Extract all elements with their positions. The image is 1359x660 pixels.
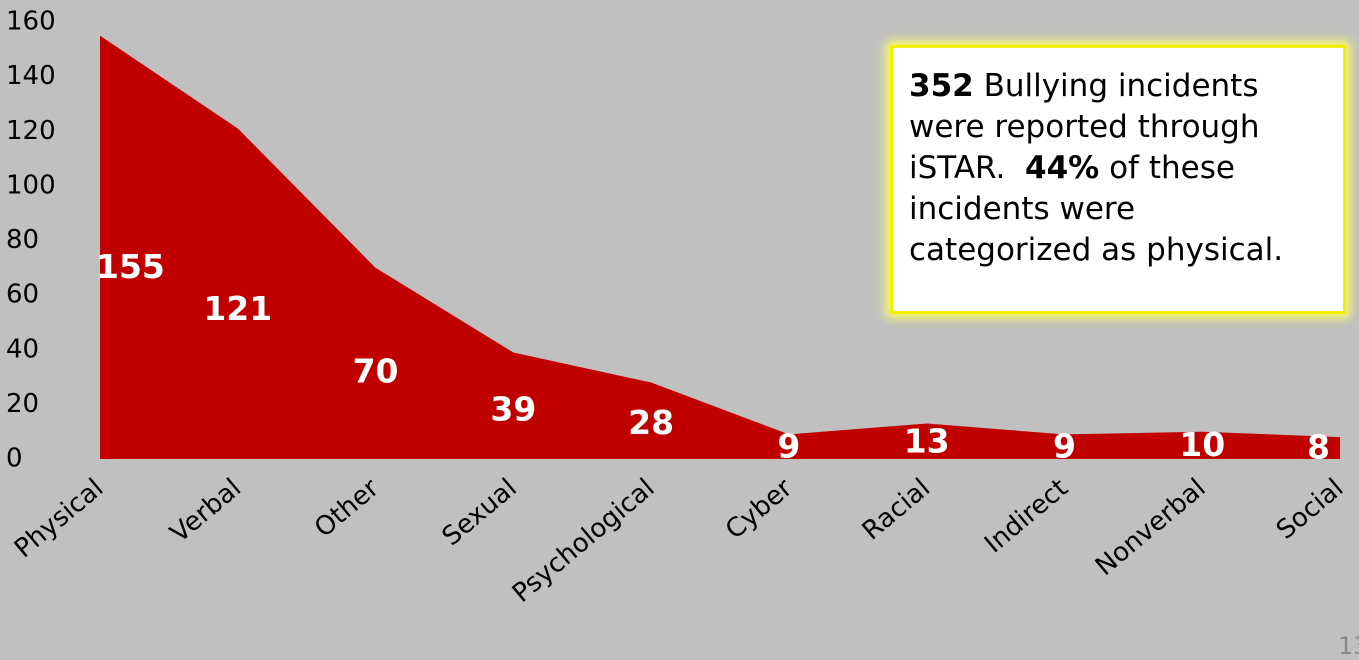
data-label: 13: [904, 422, 950, 461]
x-tick-label: Nonverbal: [1090, 473, 1212, 582]
x-tick-label: Other: [309, 473, 385, 544]
annotation-text: of these incidents were categorized as p…: [909, 150, 1284, 268]
annotation: 352 Bullying incidents were reported thr…: [890, 45, 1346, 314]
x-tick-label: Sexual: [437, 473, 523, 552]
data-label: 121: [203, 289, 272, 328]
data-label: 8: [1307, 428, 1330, 467]
y-tick-label: 140: [6, 61, 56, 91]
y-tick-label: 60: [6, 280, 39, 310]
y-tick-label: 40: [6, 334, 39, 364]
area: [100, 35, 1340, 459]
y-tick-label: 80: [6, 225, 39, 255]
data-label: 39: [490, 390, 536, 429]
x-tick-label: Cyber: [720, 473, 798, 546]
data-label: 9: [1053, 426, 1076, 465]
x-tick-label: Physical: [9, 473, 109, 564]
data-label: 155: [96, 247, 165, 286]
y-tick-label: 160: [6, 7, 56, 37]
data-label: 9: [777, 426, 800, 465]
annotation-text: Bullying incidents were reported through…: [909, 68, 1260, 186]
x-tick-label: Psychological: [507, 473, 660, 609]
x-tick-label: Racial: [857, 473, 936, 546]
data-label: 10: [1179, 425, 1225, 464]
y-tick-label: 120: [6, 116, 56, 146]
annotation-bold: 352: [909, 68, 974, 104]
y-tick-label: 20: [6, 389, 39, 419]
page-number: 13: [1338, 632, 1359, 660]
annotation-bold: 44%: [1025, 150, 1100, 186]
x-tick-label: Verbal: [165, 473, 247, 549]
data-label: 28: [628, 403, 674, 442]
y-tick-label: 0: [6, 444, 23, 474]
y-tick-label: 100: [6, 170, 56, 200]
x-tick-label: Social: [1271, 473, 1349, 546]
data-label: 70: [353, 351, 399, 390]
x-tick-label: Indirect: [979, 473, 1074, 559]
